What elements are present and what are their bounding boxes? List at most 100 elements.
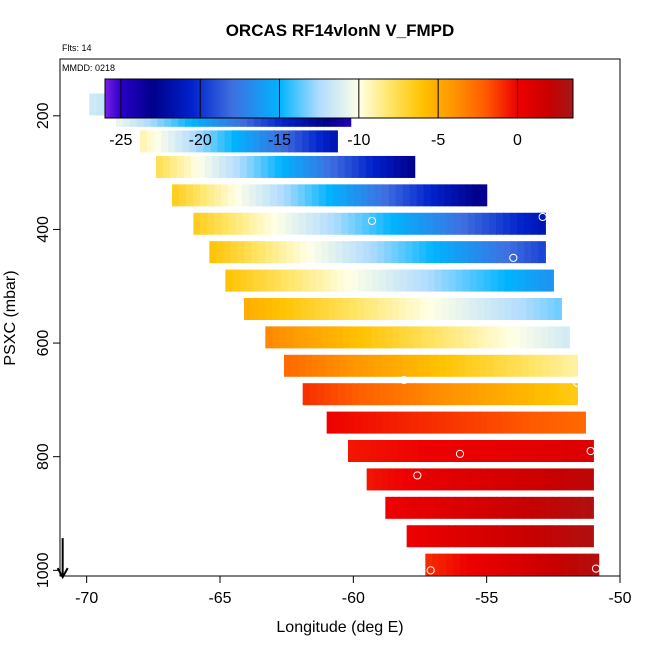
heatmap-cell — [487, 553, 496, 576]
heatmap-cell — [468, 241, 476, 264]
heatmap-cell — [455, 297, 464, 320]
heatmap-cell — [558, 496, 567, 519]
heatmap-cell — [447, 496, 456, 519]
heatmap-cell — [237, 241, 245, 264]
flight-marker — [367, 216, 377, 226]
heatmap-cell — [228, 212, 237, 235]
heatmap-cell — [373, 383, 381, 406]
heatmap-cell — [274, 155, 283, 178]
heatmap-cell — [420, 326, 429, 349]
heatmap-cell — [321, 326, 330, 349]
heatmap-cell — [361, 411, 370, 434]
heatmap-cell — [439, 440, 447, 463]
heatmap-cell — [448, 297, 457, 320]
heatmap-cell — [521, 354, 530, 377]
heatmap-cell — [323, 155, 332, 178]
heatmap-cell — [395, 354, 404, 377]
heatmap-cell — [454, 496, 463, 519]
heatmap-cell — [369, 212, 377, 235]
heatmap-cell — [489, 212, 497, 235]
heatmap-cell — [399, 496, 407, 519]
heatmap-cell — [437, 354, 446, 377]
heatmap-cell — [432, 212, 441, 235]
heatmap-cell — [178, 184, 187, 207]
heatmap-cell — [426, 241, 434, 264]
wind-arrow-icon — [56, 538, 69, 580]
x-tick-label: -55 — [475, 590, 498, 607]
heatmap-cell — [438, 411, 447, 434]
heatmap-cell — [441, 297, 450, 320]
heatmap-cell — [524, 525, 532, 548]
heatmap-cell — [469, 269, 478, 292]
heatmap-cell — [504, 269, 513, 292]
heatmap-cell — [469, 297, 478, 320]
heatmap-cell — [465, 468, 474, 491]
heatmap-cell — [419, 241, 427, 264]
heatmap-cell — [551, 440, 559, 463]
heatmap-cell — [230, 241, 238, 264]
heatmap-cell — [162, 155, 171, 178]
heatmap-cell — [342, 241, 350, 264]
heatmap-cell — [385, 297, 393, 320]
heatmap-cell — [416, 468, 424, 491]
flight-marker — [538, 212, 547, 222]
heatmap-cell — [584, 553, 593, 576]
heatmap-cell — [288, 269, 296, 292]
heatmap-cell — [427, 269, 436, 292]
heatmap-cell — [460, 440, 468, 463]
heatmap-cell — [156, 155, 164, 178]
heatmap-cell — [487, 468, 495, 491]
heatmap-cell — [328, 326, 337, 349]
heatmap-cell — [491, 326, 500, 349]
heatmap-cell — [392, 297, 400, 320]
heatmap-cell — [529, 411, 537, 434]
heatmap-cell — [431, 411, 440, 434]
heatmap-cell — [454, 241, 462, 264]
heatmap-cell — [572, 468, 580, 491]
heatmap-cell — [297, 184, 306, 207]
heatmap-cell — [283, 184, 292, 207]
heatmap-cell — [565, 525, 574, 548]
heatmap-cell — [423, 354, 432, 377]
heatmap-cell — [515, 411, 524, 434]
x-tick-label: -50 — [608, 590, 631, 607]
heatmap-cell — [197, 155, 206, 178]
heatmap-cell — [499, 383, 508, 406]
heatmap-cell — [478, 383, 487, 406]
heatmap-cell — [342, 297, 351, 320]
heatmap-cell — [437, 468, 446, 491]
heatmap-cell — [440, 496, 449, 519]
heatmap-cell — [406, 496, 414, 519]
heatmap-cell — [366, 383, 374, 406]
heatmap-cell — [426, 496, 435, 519]
flight-marker — [399, 375, 409, 385]
heatmap-cell — [441, 525, 449, 548]
heatmap-cell — [417, 411, 426, 434]
heatmap-cell — [358, 155, 367, 178]
heatmap-cell — [418, 212, 427, 235]
heatmap-cell — [562, 326, 570, 349]
heatmap-cell — [339, 184, 348, 207]
heatmap-cell — [295, 269, 303, 292]
heatmap-cell — [586, 468, 594, 491]
heatmap-cell — [483, 297, 492, 320]
heatmap-cell — [393, 155, 402, 178]
heatmap-cell — [248, 184, 257, 207]
heatmap-cell — [455, 525, 463, 548]
heatmap-cell — [538, 212, 546, 235]
heatmap-cell — [452, 411, 461, 434]
heatmap-cell — [380, 468, 389, 491]
heatmap-cell — [340, 411, 349, 434]
heatmap-cell — [415, 383, 423, 406]
heatmap-cell — [518, 269, 527, 292]
heatmap-cell — [376, 440, 384, 463]
heatmap-cell — [335, 297, 344, 320]
heatmap-cell — [508, 411, 517, 434]
heatmap-cell — [558, 525, 567, 548]
heatmap-cell — [384, 241, 392, 264]
heatmap-cell — [344, 383, 353, 406]
heatmap-cell — [425, 553, 433, 576]
colorbar-tick-label: -20 — [189, 132, 212, 149]
heatmap-cell — [258, 297, 266, 320]
heatmap-cell — [394, 383, 402, 406]
